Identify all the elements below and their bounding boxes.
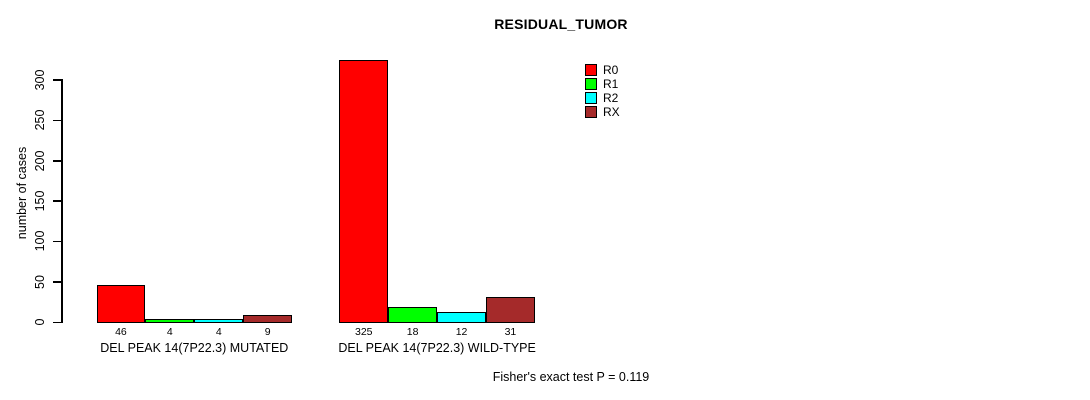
y-tick-mark [53,79,61,81]
y-tick-label: 300 [33,69,47,91]
bar-value-label: 9 [264,326,271,338]
y-tick-label: 150 [33,190,47,212]
legend-swatch-rx-icon [585,106,597,118]
legend-swatch-r1-icon [585,78,597,90]
y-axis-label: number of cases [15,146,29,240]
bar-r1-group1 [388,307,438,323]
x-category-label: DEL PEAK 14(7P22.3) WILD-TYPE [338,341,536,355]
y-tick-label: 0 [33,318,47,326]
bar-value-label: 4 [166,326,173,338]
bar-r1-group0 [145,318,195,323]
legend-item-r1: R1 [585,78,620,90]
y-tick-mark [53,240,61,243]
legend-label-r2: R2 [603,91,619,105]
y-tick-mark [53,200,61,202]
stat-test-footnote: Fisher's exact test P = 0.119 [492,370,650,384]
bar-value-label: 46 [115,326,127,338]
bar-rx-group0 [243,314,293,323]
bar-value-label: 12 [455,326,468,338]
legend-swatch-r2-icon [585,92,597,104]
y-tick-label: 50 [33,274,47,289]
bar-value-label: 4 [215,326,222,338]
bar-r0-group0 [96,284,146,323]
y-tick-mark [53,321,61,323]
legend-item-r0: R0 [585,64,620,76]
legend-label-r0: R0 [603,63,619,77]
bar-value-label: 325 [354,326,373,338]
bar-r2-group0 [194,318,244,323]
legend-label-r1: R1 [603,77,619,91]
bar-r0-group1 [339,59,389,323]
chart-title: RESIDUAL_TUMOR [494,16,628,32]
y-axis-line [61,78,63,323]
y-tick-label: 200 [33,150,47,172]
y-tick-mark [53,160,61,162]
y-tick-mark [53,119,61,122]
bar-value-label: 18 [406,326,419,338]
y-tick-mark [53,281,61,283]
y-tick-label: 250 [33,109,47,131]
bar-rx-group1 [486,296,535,323]
legend-item-rx: RX [585,106,620,118]
legend-item-r2: R2 [585,92,620,104]
legend: R0 R1 R2 RX [585,64,620,118]
bar-r2-group1 [437,312,486,323]
bar-value-label: 31 [504,326,517,338]
y-tick-label: 100 [33,230,47,252]
x-category-label: DEL PEAK 14(7P22.3) MUTATED [100,341,289,355]
legend-label-rx: RX [603,105,620,119]
legend-swatch-r0-icon [585,64,597,76]
